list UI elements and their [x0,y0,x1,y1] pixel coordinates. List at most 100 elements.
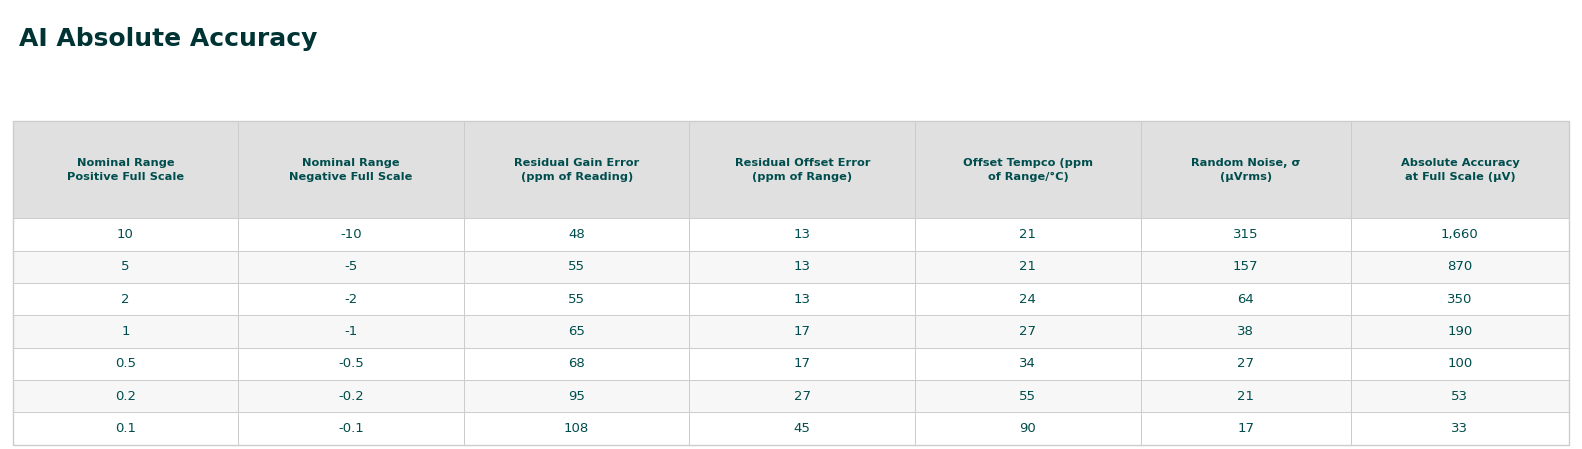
Text: 55: 55 [1019,390,1036,402]
Bar [464,283,690,315]
Bar [690,283,914,315]
Text: 2: 2 [122,293,130,305]
Bar [464,315,690,348]
Text: 108: 108 [565,422,590,435]
Text: -2: -2 [345,293,358,305]
Bar [239,412,464,445]
Bar [1351,121,1569,218]
Bar [914,121,1141,218]
Bar [690,218,914,251]
Text: 13: 13 [794,228,812,241]
Text: 34: 34 [1019,357,1036,370]
Bar [13,380,239,412]
Bar [690,315,914,348]
Bar [464,348,690,380]
Bar [1351,348,1569,380]
Bar [1351,412,1569,445]
Text: 53: 53 [1451,390,1468,402]
Text: 27: 27 [1237,357,1255,370]
Text: 17: 17 [1237,422,1255,435]
Bar [690,412,914,445]
Bar [1141,348,1351,380]
Bar [239,380,464,412]
Text: 870: 870 [1448,260,1473,273]
Text: 190: 190 [1448,325,1473,338]
Text: 17: 17 [794,325,812,338]
Bar [1141,251,1351,283]
Text: Residual Gain Error
(ppm of Reading): Residual Gain Error (ppm of Reading) [514,158,639,182]
Bar [239,315,464,348]
Text: 1,660: 1,660 [1441,228,1479,241]
Bar [690,121,914,218]
Bar [690,251,914,283]
Bar [239,283,464,315]
Bar [914,412,1141,445]
Text: 27: 27 [794,390,812,402]
Text: 1: 1 [122,325,130,338]
Bar [239,251,464,283]
Bar [690,348,914,380]
Text: 21: 21 [1019,228,1036,241]
Text: Residual Offset Error
(ppm of Range): Residual Offset Error (ppm of Range) [734,158,870,182]
Text: 10: 10 [117,228,134,241]
Bar [464,121,690,218]
Bar [1351,218,1569,251]
Text: 55: 55 [568,260,585,273]
Bar [914,348,1141,380]
Text: 315: 315 [1232,228,1258,241]
Text: 0.5: 0.5 [115,357,136,370]
Text: 65: 65 [568,325,585,338]
Text: 157: 157 [1232,260,1258,273]
Bar [464,218,690,251]
Text: 45: 45 [794,422,810,435]
Bar [13,121,239,218]
Text: 33: 33 [1451,422,1468,435]
Bar [464,380,690,412]
Text: 17: 17 [794,357,812,370]
Bar [239,218,464,251]
Bar [1351,315,1569,348]
Bar [1351,283,1569,315]
Text: 24: 24 [1019,293,1036,305]
Bar [239,121,464,218]
Bar [464,251,690,283]
Text: Offset Tempco (ppm
of Range/°C): Offset Tempco (ppm of Range/°C) [963,158,1093,182]
Text: 38: 38 [1237,325,1255,338]
Text: 0.1: 0.1 [115,422,136,435]
Text: 55: 55 [568,293,585,305]
Text: Nominal Range
Positive Full Scale: Nominal Range Positive Full Scale [66,158,184,182]
Bar [1351,251,1569,283]
Text: -0.2: -0.2 [339,390,364,402]
Bar [914,315,1141,348]
Text: -5: -5 [345,260,358,273]
Text: 0.2: 0.2 [115,390,136,402]
Bar [1141,121,1351,218]
Text: 48: 48 [568,228,585,241]
Bar [13,412,239,445]
Text: 95: 95 [568,390,585,402]
Bar [914,218,1141,251]
Text: 13: 13 [794,260,812,273]
Text: 21: 21 [1237,390,1255,402]
Text: Random Noise, σ
(μVrms): Random Noise, σ (μVrms) [1191,158,1300,182]
Text: 21: 21 [1019,260,1036,273]
Text: 68: 68 [568,357,585,370]
Text: 100: 100 [1448,357,1473,370]
Text: 5: 5 [122,260,130,273]
Text: -10: -10 [340,228,362,241]
Text: 90: 90 [1019,422,1036,435]
Bar [13,251,239,283]
Bar [13,315,239,348]
Text: 13: 13 [794,293,812,305]
Bar [1141,412,1351,445]
Bar [914,380,1141,412]
Bar [239,348,464,380]
Bar [13,283,239,315]
Bar [690,380,914,412]
Text: Nominal Range
Negative Full Scale: Nominal Range Negative Full Scale [290,158,413,182]
Text: 64: 64 [1237,293,1255,305]
Text: -0.1: -0.1 [339,422,364,435]
Text: -1: -1 [345,325,358,338]
Bar [1351,380,1569,412]
Bar [1141,218,1351,251]
